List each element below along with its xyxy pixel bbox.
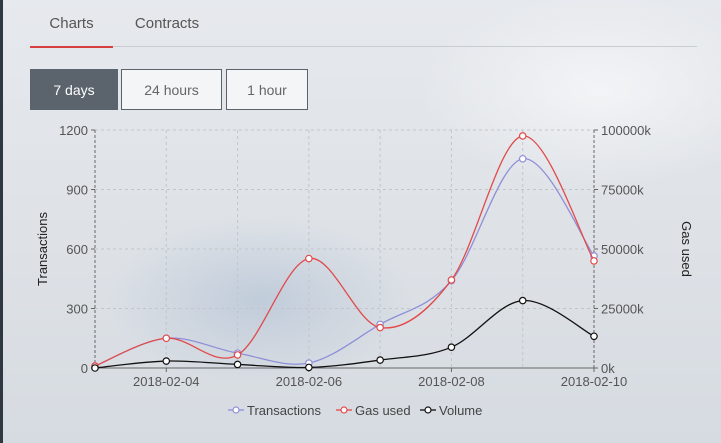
data-point-gas-used xyxy=(162,334,171,343)
y-left-tick-label: 900 xyxy=(66,183,88,198)
legend-item-volume: Volume xyxy=(420,403,482,418)
y-left-tick-label: 0 xyxy=(81,361,88,376)
y-left-axis-title: Transactions xyxy=(35,212,50,286)
y-left-tick-label: 300 xyxy=(66,302,88,317)
y-left-tick-label: 600 xyxy=(66,242,88,257)
data-point-transactions xyxy=(518,154,527,163)
data-point-gas-used xyxy=(233,351,242,359)
y-right-tick-label: 25000k xyxy=(601,302,644,317)
legend-swatch-marker xyxy=(424,406,432,414)
legend-label: Volume xyxy=(439,403,482,418)
y-right-tick-label: 100000k xyxy=(601,123,651,138)
y-left-tick-label: 1200 xyxy=(59,123,88,138)
series-line-volume xyxy=(94,299,595,369)
legend-label: Transactions xyxy=(247,403,321,418)
data-point-volume xyxy=(590,332,598,341)
legend-item-gas-used: Gas used xyxy=(336,403,411,418)
range-7-days-button[interactable]: 7 days xyxy=(30,69,118,110)
x-tick-label: 2018-02-06 xyxy=(276,374,343,389)
data-point-gas-used xyxy=(376,323,384,332)
legend-swatch-marker xyxy=(340,406,348,414)
series-volume xyxy=(91,296,598,372)
data-point-gas-used xyxy=(305,254,313,263)
x-tick-label: 2018-02-10 xyxy=(561,374,628,389)
data-point-volume xyxy=(376,356,384,364)
range-1-hour-button[interactable]: 1 hour xyxy=(226,69,308,110)
range-24-hours-button[interactable]: 24 hours xyxy=(121,69,222,110)
data-point-gas-used xyxy=(590,257,598,265)
tab-contracts[interactable]: Contracts xyxy=(134,15,200,32)
data-point-volume xyxy=(233,360,242,369)
y-right-tick-label: 0k xyxy=(601,361,615,376)
series-line-gas-used xyxy=(94,135,595,367)
x-tick-label: 2018-02-04 xyxy=(133,374,200,389)
data-point-volume xyxy=(91,364,99,372)
series-gas-used xyxy=(91,132,598,370)
data-point-volume xyxy=(305,363,313,372)
data-point-gas-used xyxy=(447,276,456,284)
data-point-volume xyxy=(447,343,456,351)
y-right-axis-title: Gas used xyxy=(679,221,694,277)
data-point-gas-used xyxy=(518,132,527,140)
data-point-volume xyxy=(162,357,171,365)
x-tick-label: 2018-02-08 xyxy=(418,374,485,389)
data-point-volume xyxy=(518,296,527,305)
tab-bar: Charts Contracts xyxy=(30,0,697,48)
y-right-tick-label: 50000k xyxy=(601,242,644,257)
legend-item-transactions: Transactions xyxy=(228,403,321,418)
y-right-tick-label: 75000k xyxy=(601,183,644,198)
legend-label: Gas used xyxy=(355,403,411,418)
left-edge-bar xyxy=(0,0,3,443)
legend-swatch-marker xyxy=(232,406,240,414)
tab-charts[interactable]: Charts xyxy=(30,14,113,48)
